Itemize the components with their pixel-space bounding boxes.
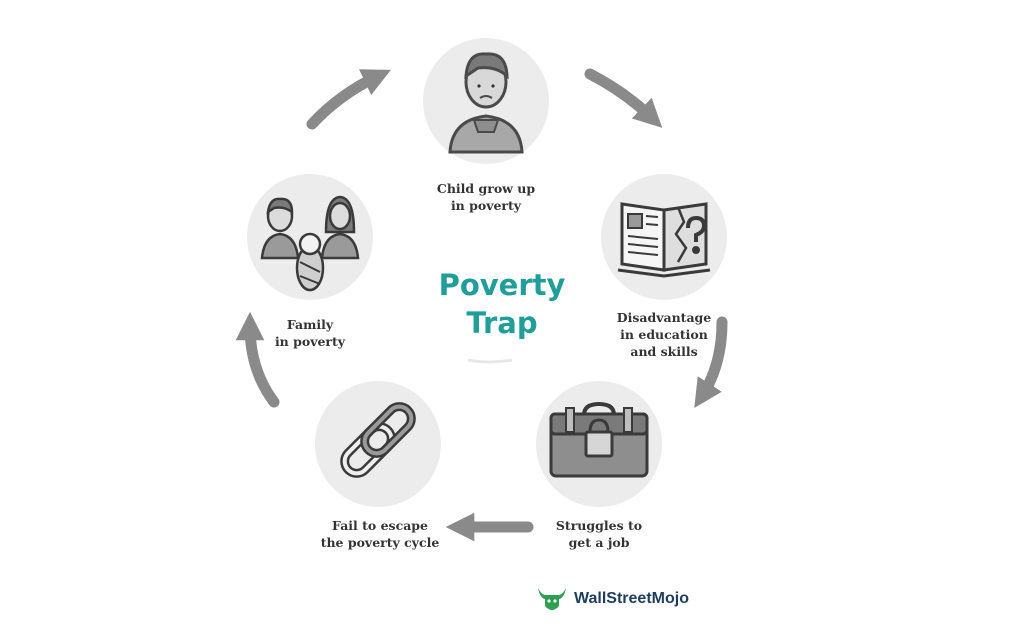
arrow-escape-to-family: [235, 311, 280, 408]
family-icon: [260, 195, 360, 292]
chain-links-icon: [340, 402, 416, 478]
bull-logo-icon: [538, 588, 566, 610]
cycle-arrows: [235, 68, 728, 542]
child-icon: [448, 52, 524, 154]
title-line-2: Trap: [466, 306, 538, 340]
label-escape: Fail to escape the poverty cycle: [320, 518, 440, 550]
arrow-education-to-job: [694, 316, 728, 409]
brand-logo: WallStreetMojo: [536, 584, 689, 614]
title-underline: [467, 358, 513, 364]
label-job: Struggles to get a job: [555, 518, 643, 550]
brand-name: WallStreetMojo: [574, 590, 689, 607]
node-family: [247, 174, 373, 300]
label-education: Disadvantage in education and skills: [616, 310, 712, 359]
arrow-family-to-child: [306, 69, 391, 130]
node-education: [601, 174, 727, 300]
label-child: Child grow up in poverty: [436, 181, 536, 213]
node-job: [536, 381, 662, 507]
title-line-1: Poverty: [438, 268, 566, 302]
node-child: [423, 38, 549, 164]
node-chain: [315, 381, 441, 507]
locked-briefcase-icon: [549, 401, 649, 478]
open-book-question-icon: [617, 202, 711, 278]
diagram-title: Poverty Trap: [410, 266, 594, 342]
arrow-child-to-education: [584, 68, 663, 128]
label-family: Family in poverty: [274, 317, 346, 349]
